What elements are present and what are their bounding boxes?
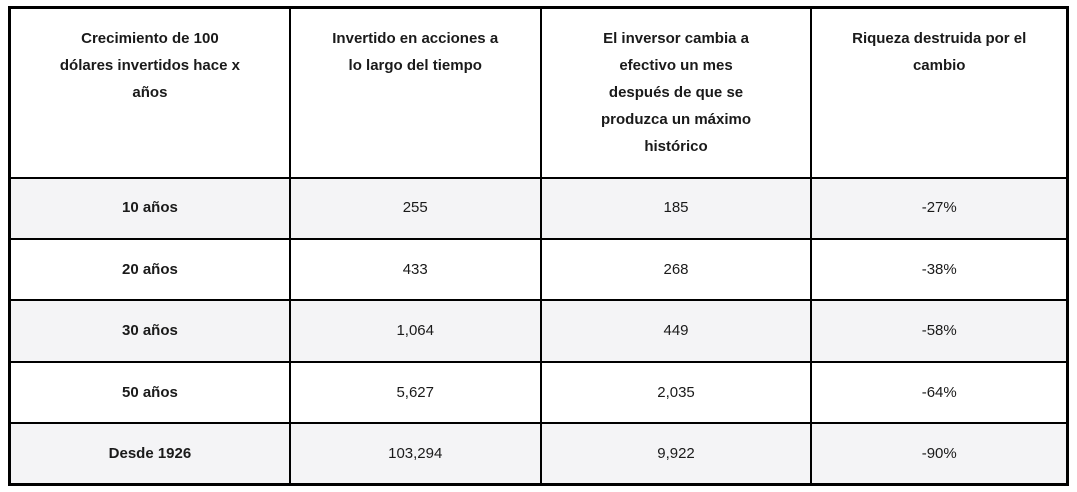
cell-wealth-destroyed: -64% — [810, 360, 1069, 425]
row-label: Desde 1926 — [8, 422, 291, 486]
cell-wealth-destroyed: -27% — [810, 176, 1069, 240]
cell-wealth-destroyed: -90% — [810, 422, 1069, 486]
cell-invested-over-time: 255 — [288, 176, 542, 240]
table-body: 10 años 255 185 -27% 20 años 433 268 -38… — [8, 176, 1069, 486]
row-label: 30 años — [8, 299, 291, 363]
cell-invested-over-time: 103,294 — [288, 422, 542, 486]
cell-investor-cashes-out: 185 — [539, 176, 813, 240]
cell-invested-over-time: 1,064 — [288, 299, 542, 363]
table-row: 20 años 433 268 -38% — [8, 237, 1069, 302]
row-label: 10 años — [8, 176, 291, 240]
table-row: Desde 1926 103,294 9,922 -90% — [8, 422, 1069, 486]
table-row: 10 años 255 185 -27% — [8, 176, 1069, 240]
header-wealth-destroyed: Riqueza destruida por el cambio — [810, 6, 1069, 179]
cell-investor-cashes-out: 449 — [539, 299, 813, 363]
cell-investor-cashes-out: 2,035 — [539, 360, 813, 425]
cell-investor-cashes-out: 9,922 — [539, 422, 813, 486]
header-growth-period: Crecimiento de 100 dólares invertidos ha… — [8, 6, 291, 179]
table-header: Crecimiento de 100 dólares invertidos ha… — [8, 6, 1069, 179]
row-label: 50 años — [8, 360, 291, 425]
header-row: Crecimiento de 100 dólares invertidos ha… — [8, 6, 1069, 179]
cell-invested-over-time: 5,627 — [288, 360, 542, 425]
investment-growth-table: Crecimiento de 100 dólares invertidos ha… — [8, 6, 1069, 486]
table-row: 30 años 1,064 449 -58% — [8, 299, 1069, 363]
row-label: 20 años — [8, 237, 291, 302]
table-row: 50 años 5,627 2,035 -64% — [8, 360, 1069, 425]
header-invested-over-time: Invertido en acciones a lo largo del tie… — [288, 6, 542, 179]
cell-invested-over-time: 433 — [288, 237, 542, 302]
cell-wealth-destroyed: -38% — [810, 237, 1069, 302]
cell-investor-cashes-out: 268 — [539, 237, 813, 302]
header-investor-cashes-out: El inversor cambia a efectivo un mes des… — [539, 6, 813, 179]
cell-wealth-destroyed: -58% — [810, 299, 1069, 363]
